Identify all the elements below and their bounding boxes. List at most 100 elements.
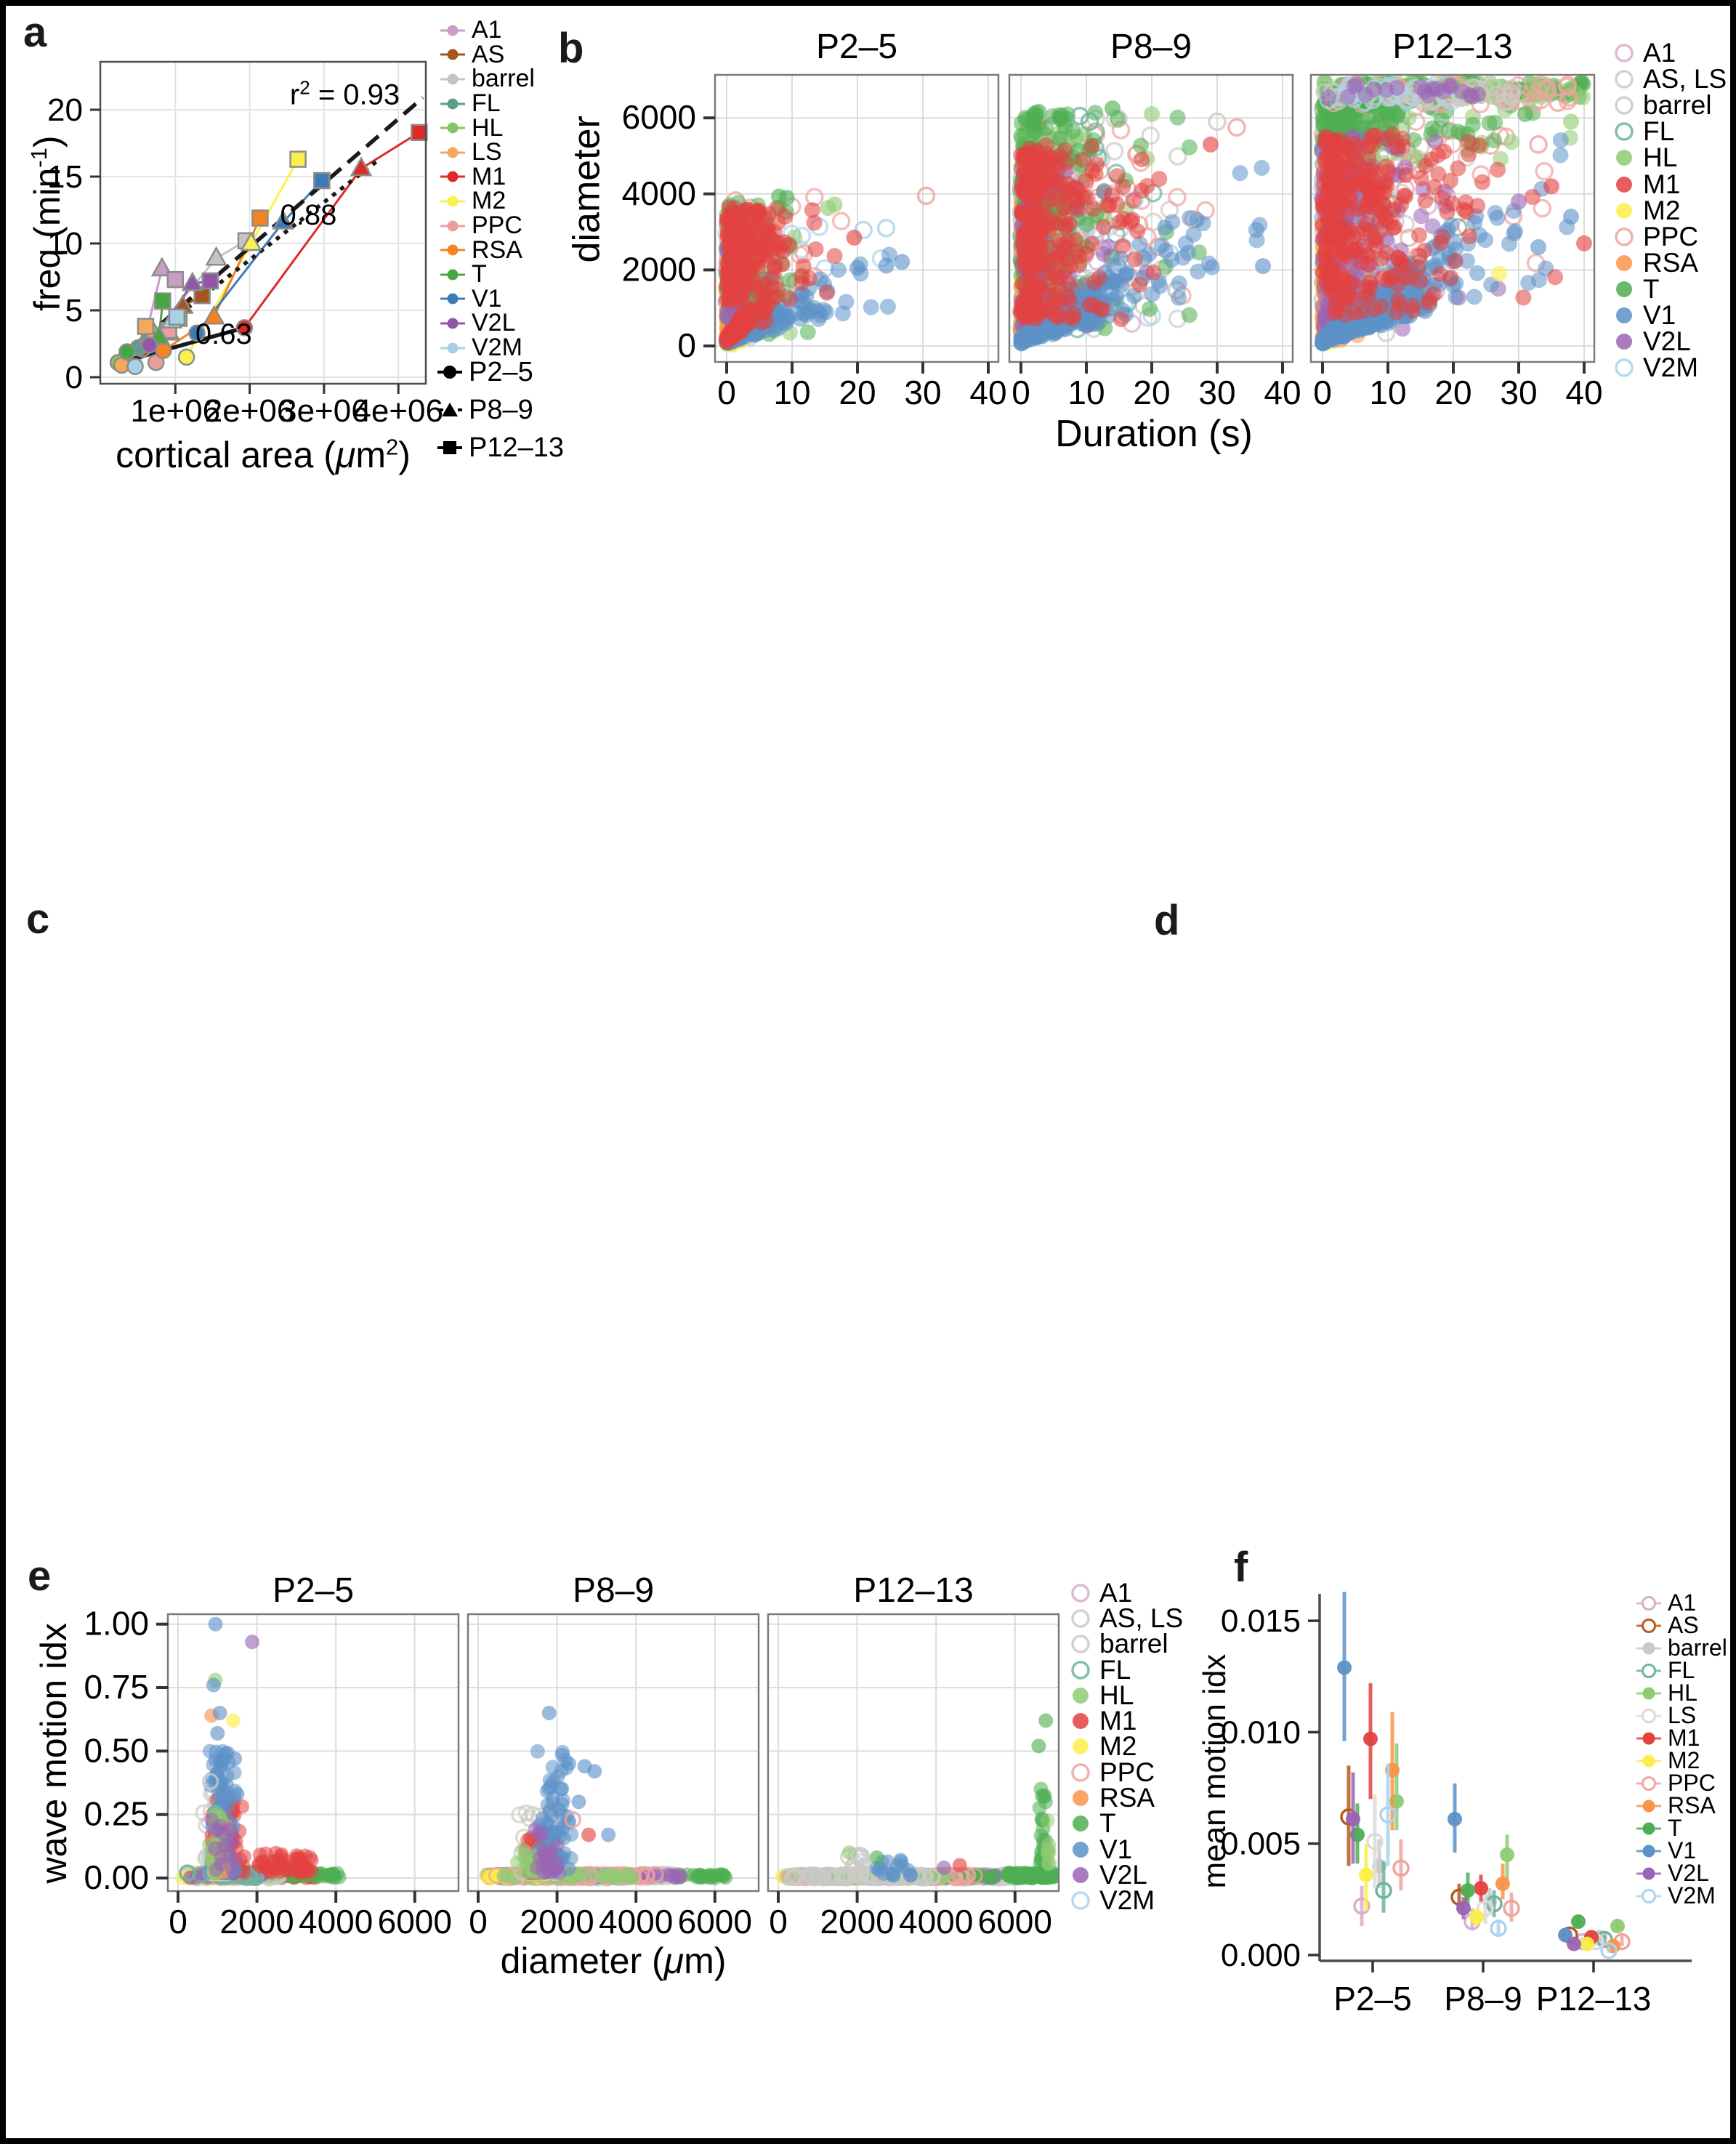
legend-glyph xyxy=(1636,1822,1661,1834)
legend-entry: RSA xyxy=(439,235,535,264)
legend-label: T xyxy=(1668,1815,1682,1841)
legend-entry: A1 xyxy=(1635,1589,1727,1616)
mean-point-V2L xyxy=(1456,1901,1471,1916)
mean-point-V2M xyxy=(1490,1919,1507,1937)
facet-title: P2–5 xyxy=(816,28,897,66)
legend-glyph xyxy=(440,220,465,232)
legend-entry: V2M xyxy=(1635,1882,1727,1909)
legend-label: FL xyxy=(1668,1657,1695,1683)
legend-label: V2L xyxy=(1099,1859,1147,1890)
legend-glyph xyxy=(1073,1738,1089,1755)
legend-entry: V1 xyxy=(439,285,535,313)
legend-entry: V2L xyxy=(1610,326,1727,356)
legend-label: RSA xyxy=(1643,247,1699,278)
legend-glyph xyxy=(1073,1815,1089,1832)
legend-label: RSA xyxy=(1099,1783,1155,1813)
mean-point-V2L xyxy=(1346,1811,1360,1826)
legend-label: T xyxy=(1643,273,1660,304)
fit-annotation: 0.63 xyxy=(195,318,252,350)
svg-text:1e+06: 1e+06 xyxy=(131,393,221,429)
legend-label: M1 xyxy=(1668,1725,1700,1751)
e-y-axis-title: wave motion idx xyxy=(33,1623,74,1884)
legend-label: PPC xyxy=(1668,1770,1716,1796)
mean-point-V1 xyxy=(1448,1811,1462,1826)
legend-label: RSA xyxy=(472,235,522,264)
legend-label: T xyxy=(1099,1808,1116,1839)
legend-label: V2M xyxy=(472,334,522,362)
mean-point-RSA xyxy=(1495,1876,1510,1891)
legend-label: V2L xyxy=(472,309,516,337)
mean-point-T xyxy=(1571,1914,1586,1930)
panel-label-f: f xyxy=(1234,1544,1248,1591)
legend-label: M2 xyxy=(1643,195,1681,225)
legend-entry: RSA xyxy=(1610,247,1727,278)
legend-entry: HL xyxy=(1635,1680,1727,1706)
legend-glyph xyxy=(1071,1660,1090,1680)
svg-text:30: 30 xyxy=(904,374,941,411)
legend-label: PPC xyxy=(1643,221,1699,251)
legend-entry: M2 xyxy=(1067,1731,1183,1762)
svg-text:30: 30 xyxy=(1198,374,1235,411)
legend-glyph xyxy=(1071,1583,1090,1603)
legend-entry: FL xyxy=(439,89,535,117)
legend-label: barrel xyxy=(1099,1629,1168,1659)
legend-label: PPC xyxy=(1099,1757,1155,1787)
marker-square xyxy=(168,308,186,326)
f-y-axis-title: mean motion idx xyxy=(1196,1653,1232,1889)
legend-entry: V2L xyxy=(1635,1860,1727,1886)
legend-entry: AS, LS xyxy=(1610,64,1727,94)
panel-a-age-legend: P2–5 P8–9 P12–13 xyxy=(436,353,564,467)
facet-P12–13: P12–130 2000 4000 6000 xyxy=(767,1571,1060,1941)
legend-glyph xyxy=(1615,358,1634,377)
facet-P8–9: P8–9 0 10 20 30 40 xyxy=(1008,28,1301,411)
legend-label: A1 xyxy=(472,16,502,44)
legend-entry: PPC xyxy=(1610,221,1727,251)
legend-label: P8–9 xyxy=(469,394,533,425)
legend-glyph xyxy=(437,366,462,379)
legend-glyph xyxy=(1073,1866,1089,1883)
legend-glyph xyxy=(437,403,462,416)
marker-triangle xyxy=(350,156,373,177)
legend-glyph xyxy=(1616,150,1632,166)
fit-line xyxy=(114,326,246,366)
legend-glyph xyxy=(1615,227,1634,246)
marker-circle xyxy=(188,324,206,342)
legend-entry: FL xyxy=(1635,1657,1727,1683)
legend-label: M2 xyxy=(1099,1731,1137,1762)
mean-point-A1 xyxy=(1353,1897,1370,1915)
marker-square xyxy=(154,292,171,310)
legend-entry: M1 xyxy=(1635,1725,1727,1751)
svg-text:15: 15 xyxy=(47,159,83,195)
legend-entry: M2 xyxy=(1635,1747,1727,1773)
legend-label: V2M xyxy=(1668,1882,1716,1909)
marker-circle xyxy=(177,348,195,366)
panel-a-region-legend: A1 AS barrel FL HL LS M1 M2 PPC RSA T V1 V2L V2M xyxy=(439,16,535,362)
svg-text:40: 40 xyxy=(1264,374,1301,411)
legend-label: V2M xyxy=(1643,352,1699,383)
legend-entry: barrel xyxy=(1635,1635,1727,1661)
legend-glyph xyxy=(440,244,465,256)
legend-label: V1 xyxy=(1643,299,1676,330)
legend-glyph xyxy=(440,196,465,207)
panel-b-legend: A1 AS, LS barrel FL HL M1 M2 PPC RSA T V1 V2L V2M xyxy=(1610,38,1727,383)
legend-entry: V1 xyxy=(1635,1837,1727,1863)
legend-glyph xyxy=(440,342,465,354)
legend-entry: T xyxy=(1635,1815,1727,1841)
legend-glyph xyxy=(1073,1687,1089,1704)
legend-entry: HL xyxy=(439,114,535,142)
legend-entry: AS, LS xyxy=(1067,1603,1183,1633)
panel-label-e: e xyxy=(28,1552,52,1600)
legend-glyph xyxy=(1636,1663,1661,1678)
facet-title: P8–9 xyxy=(573,1571,654,1610)
facet-points xyxy=(717,186,936,353)
legend-label: barrel xyxy=(1668,1635,1727,1661)
mean-point-M2 xyxy=(1469,1909,1484,1925)
marker-circle xyxy=(118,343,136,360)
legend-glyph xyxy=(440,25,465,36)
legend-label: A1 xyxy=(1643,38,1676,68)
legend-glyph xyxy=(1071,1635,1090,1653)
legend-label: P12–13 xyxy=(469,432,565,463)
facet-title: P12–13 xyxy=(853,1571,974,1610)
